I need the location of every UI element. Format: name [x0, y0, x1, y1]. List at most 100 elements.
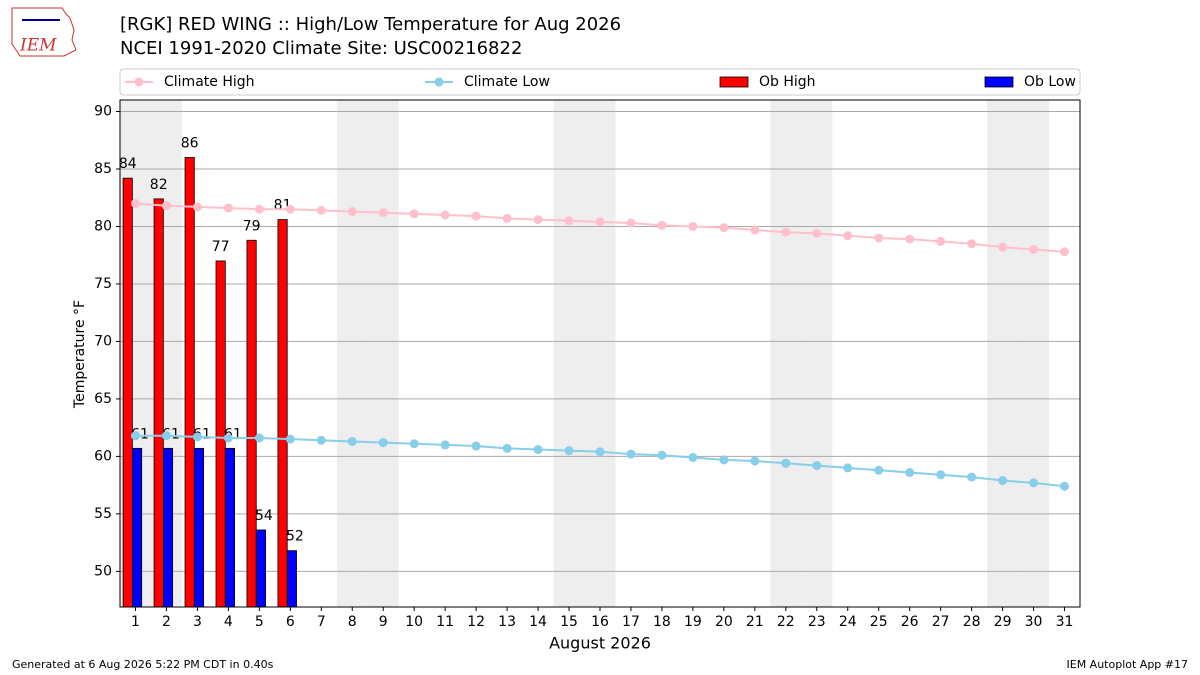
point — [936, 236, 946, 246]
point — [1060, 481, 1070, 491]
footer-left: Generated at 6 Aug 2026 5:22 PM CDT in 0… — [12, 658, 274, 671]
weekend-shade — [336, 100, 368, 607]
chart-title: [RGK] RED WING :: High/Low Temperature f… — [120, 14, 621, 35]
legend-box — [119, 68, 1081, 96]
point — [161, 431, 171, 441]
y-axis-label: Temperature °F — [72, 300, 88, 409]
y-tick-label: 50 — [94, 563, 112, 579]
x-tick-label: 30 — [1025, 614, 1043, 630]
plot-frame — [119, 99, 1081, 608]
point — [471, 441, 481, 451]
point — [347, 207, 357, 217]
point — [843, 463, 853, 473]
legend-marker — [134, 77, 144, 87]
point — [626, 449, 636, 459]
point — [998, 476, 1008, 486]
bar — [277, 219, 288, 608]
point — [316, 205, 326, 215]
point — [688, 221, 698, 231]
y-tick-label: 65 — [94, 391, 112, 407]
point — [781, 458, 791, 468]
y-tick-label: 85 — [94, 161, 112, 177]
weekend-shade — [770, 100, 802, 607]
point — [595, 217, 605, 227]
bar — [255, 529, 266, 608]
point — [316, 435, 326, 445]
x-tick-label: 26 — [901, 614, 919, 630]
point — [688, 453, 698, 463]
point — [440, 210, 450, 220]
bar — [193, 447, 205, 608]
y-tick-label: 60 — [94, 448, 112, 464]
point — [192, 202, 202, 212]
point — [285, 204, 295, 214]
legend-marker — [434, 77, 444, 87]
point — [936, 470, 946, 480]
x-tick-label: 16 — [591, 614, 609, 630]
point — [378, 438, 388, 448]
weekend-shade — [553, 100, 585, 607]
point — [378, 208, 388, 218]
point — [1029, 244, 1039, 254]
legend-swatch — [719, 76, 749, 88]
point — [502, 443, 512, 453]
point — [750, 225, 760, 235]
point — [471, 211, 481, 221]
x-tick-label: 13 — [498, 614, 516, 630]
x-tick-label: 22 — [777, 614, 795, 630]
point — [440, 440, 450, 450]
data-label: 86 — [181, 135, 199, 151]
logo-text: IEM — [19, 36, 57, 56]
x-tick-label: 23 — [808, 614, 826, 630]
x-tick-label: 29 — [994, 614, 1012, 630]
point — [409, 439, 419, 449]
x-tick-label: 20 — [715, 614, 733, 630]
x-tick-label: 24 — [839, 614, 857, 630]
bar — [184, 157, 195, 608]
weekend-shade — [1018, 100, 1050, 607]
x-tick-label: 14 — [529, 614, 547, 630]
y-tick-label: 90 — [94, 103, 112, 119]
point — [564, 216, 574, 226]
point — [564, 446, 574, 456]
legend-label: Climate High — [164, 74, 255, 90]
point — [719, 223, 729, 233]
point — [533, 215, 543, 225]
bar — [131, 447, 143, 608]
x-tick-label: 7 — [317, 614, 326, 630]
point — [626, 218, 636, 228]
point — [130, 431, 140, 441]
data-label: 82 — [150, 177, 168, 193]
bar — [286, 550, 297, 608]
x-tick-label: 1 — [131, 614, 140, 630]
legend-label: Ob Low — [1024, 74, 1076, 90]
x-tick-label: 17 — [622, 614, 640, 630]
y-tick-label: 75 — [94, 276, 112, 292]
point — [750, 456, 760, 466]
point — [254, 433, 264, 443]
weekend-shade — [987, 100, 1019, 607]
x-tick-label: 15 — [560, 614, 578, 630]
point — [409, 209, 419, 219]
logo: IEM — [11, 7, 77, 57]
x-tick-label: 10 — [405, 614, 423, 630]
point — [998, 242, 1008, 252]
x-tick-label: 18 — [653, 614, 671, 630]
point — [223, 433, 233, 443]
point — [161, 201, 171, 211]
data-label: 77 — [212, 239, 230, 255]
legend-label: Ob High — [759, 74, 816, 90]
x-tick-label: 28 — [963, 614, 981, 630]
point — [967, 472, 977, 482]
point — [192, 432, 202, 442]
x-tick-label: 2 — [162, 614, 171, 630]
weekend-shade — [801, 100, 833, 607]
x-axis-label: August 2026 — [549, 634, 651, 653]
point — [347, 436, 357, 446]
point — [502, 213, 512, 223]
point — [812, 228, 822, 238]
point — [1029, 478, 1039, 488]
x-tick-label: 4 — [224, 614, 233, 630]
x-tick-label: 31 — [1056, 614, 1074, 630]
